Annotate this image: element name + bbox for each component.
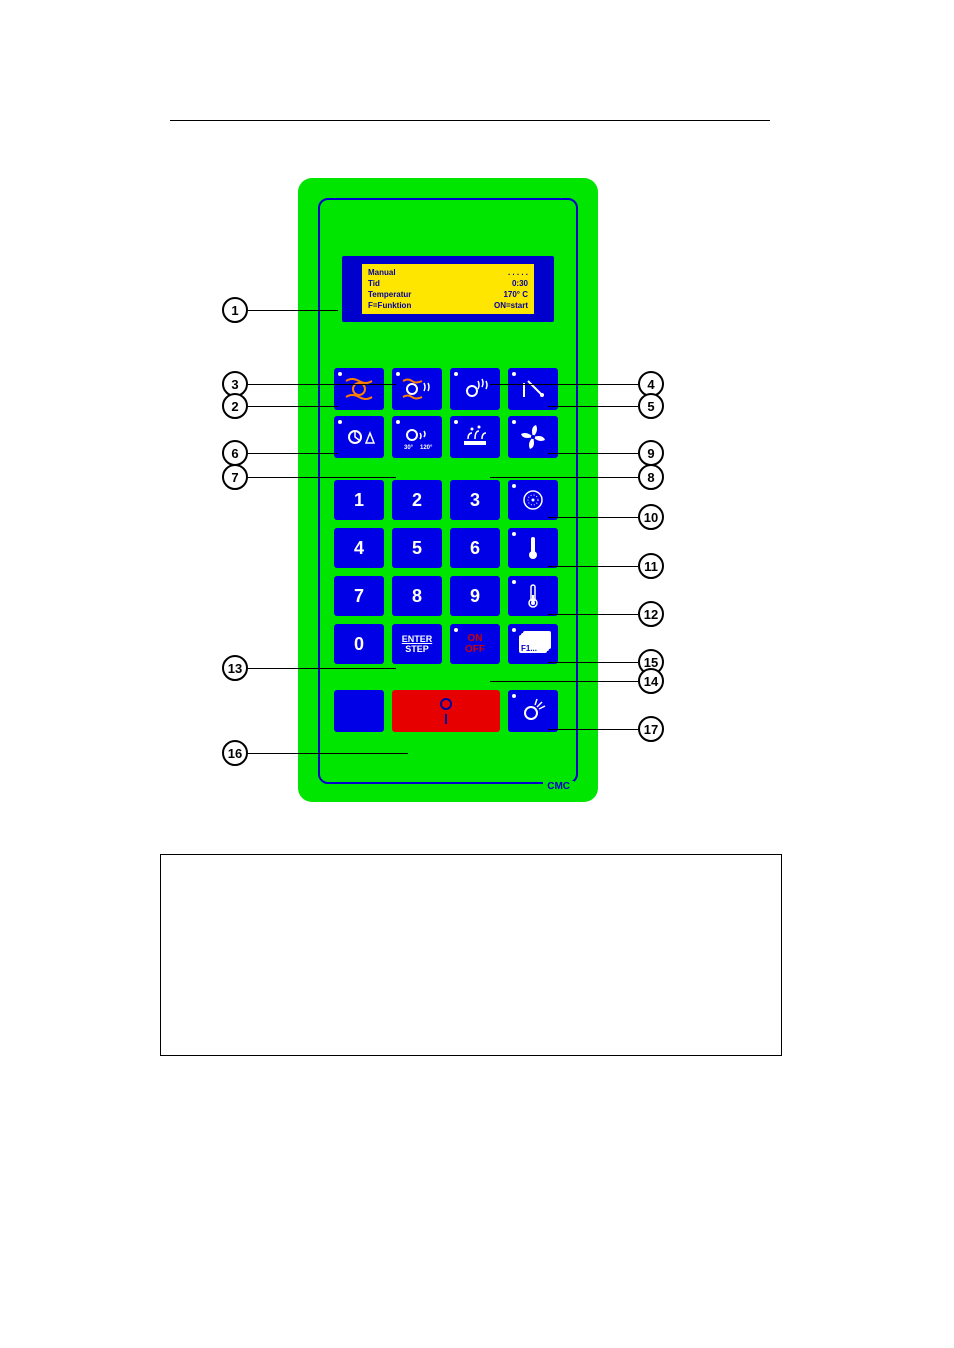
callout-circle: 2	[222, 393, 248, 419]
power-bar-icon	[439, 713, 453, 725]
callout-11: 11	[548, 553, 664, 579]
convection-steam-icon	[400, 375, 434, 403]
callout-16: 16	[222, 740, 408, 766]
key-4[interactable]: 4	[334, 528, 384, 568]
disp-r3-l: F=Funktion	[368, 300, 411, 311]
callout-14: 14	[490, 668, 664, 694]
disp-r2-l: Temperatur	[368, 289, 411, 300]
disp-r1-r: 0:30	[512, 278, 528, 289]
fan-icon	[516, 423, 550, 451]
bottom-row	[334, 690, 558, 732]
disp-r1-l: Tid	[368, 278, 380, 289]
svg-text:120°: 120°	[420, 445, 433, 451]
thermometer-icon	[520, 533, 546, 563]
fn-convection-steam[interactable]	[392, 368, 442, 410]
page: CMC Manual. . . . . Tid0:30 Temperatur17…	[0, 0, 954, 1348]
control-panel: CMC Manual . . . . . Tid 0:30 Temperatur 17…	[298, 178, 598, 802]
key-power[interactable]	[392, 690, 500, 732]
callout-circle: 11	[638, 553, 664, 579]
timer-icon	[520, 487, 546, 513]
callout-circle: 12	[638, 601, 664, 627]
callout-13: 13	[222, 655, 396, 681]
fn-low-temp[interactable]: 30° 120°	[392, 416, 442, 458]
callout-10: 10	[548, 504, 664, 530]
light-icon	[518, 696, 548, 726]
callout-circle: 13	[222, 655, 248, 681]
callout-circle: 14	[638, 668, 664, 694]
divider-line	[170, 120, 770, 121]
callout-circle: 8	[638, 464, 664, 490]
callout-circle: 6	[222, 440, 248, 466]
key-blank[interactable]	[334, 690, 384, 732]
onoff-label: ON OFF	[465, 633, 485, 655]
callout-circle: 16	[222, 740, 248, 766]
legend-box	[160, 854, 782, 1056]
fn-humid[interactable]	[450, 416, 500, 458]
key-2[interactable]: 2	[392, 480, 442, 520]
callout-circle: 1	[222, 297, 248, 323]
disp-r0-r: . . . . .	[508, 267, 528, 278]
programs-icon: F1...	[519, 635, 547, 653]
callout-17: 17	[548, 716, 664, 742]
callout-circle: 5	[638, 393, 664, 419]
callout-circle: 9	[638, 440, 664, 466]
callout-1: 1	[222, 297, 338, 323]
steam-icon	[458, 375, 492, 403]
callout-12: 12	[548, 601, 664, 627]
callout-circle: 7	[222, 464, 248, 490]
disp-r2-r: 170° C	[503, 289, 528, 300]
key-5[interactable]: 5	[392, 528, 442, 568]
key-6[interactable]: 6	[450, 528, 500, 568]
delta-icon	[342, 423, 376, 451]
callout-2: 2	[222, 393, 338, 419]
brand-label: CMC	[543, 781, 574, 792]
fn-delta[interactable]	[334, 416, 384, 458]
callout-7: 7	[222, 464, 396, 490]
callout-9: 9	[548, 440, 664, 466]
disp-r3-r: ON=start	[494, 300, 528, 311]
callout-8: 8	[490, 464, 664, 490]
callout-circle: 17	[638, 716, 664, 742]
key-enter[interactable]: ENTER STEP	[392, 624, 442, 664]
callout-6: 6	[222, 440, 338, 466]
power-circle-icon	[439, 697, 453, 711]
key-9[interactable]: 9	[450, 576, 500, 616]
key-8[interactable]: 8	[392, 576, 442, 616]
callout-circle: 10	[638, 504, 664, 530]
humid-icon	[458, 423, 492, 451]
disp-r0-l: Manual	[368, 267, 396, 278]
enter-label: ENTER STEP	[402, 634, 433, 654]
svg-text:30°: 30°	[404, 445, 414, 451]
lcd-screen: Manual . . . . . Tid 0:30 Temperatur 170° C…	[362, 264, 534, 314]
numeric-keypad: 1 2 3 4 5 6 7 8 9 0 ENTER STEP	[334, 480, 558, 664]
core-thermometer-icon	[520, 581, 546, 611]
callout-5: 5	[548, 393, 664, 419]
key-onoff[interactable]: ON OFF	[450, 624, 500, 664]
low-temp-icon: 30° 120°	[400, 423, 434, 451]
function-row-2: 30° 120°	[334, 416, 558, 458]
key-7[interactable]: 7	[334, 576, 384, 616]
lcd-display: Manual . . . . . Tid 0:30 Temperatur 170° C…	[342, 256, 554, 322]
